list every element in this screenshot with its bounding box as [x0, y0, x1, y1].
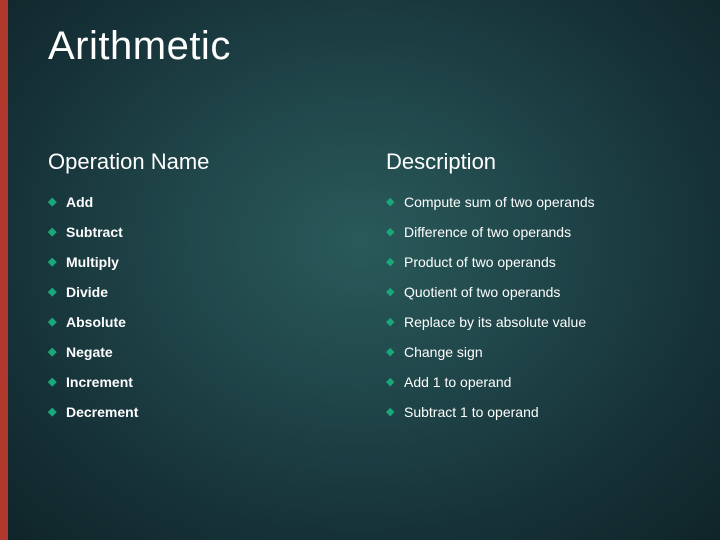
diamond-bullet-icon: ◆	[48, 373, 66, 392]
list-item-label: Subtract	[66, 223, 123, 242]
col-descriptions-header: Description	[386, 149, 684, 175]
list-item: ◆Divide	[48, 283, 346, 302]
list-item-label: Subtract 1 to operand	[404, 403, 539, 422]
list-item: ◆Add 1 to operand	[386, 373, 684, 392]
list-item: ◆Add	[48, 193, 346, 212]
list-item: ◆Subtract 1 to operand	[386, 403, 684, 422]
list-item: ◆Difference of two operands	[386, 223, 684, 242]
list-item-label: Add 1 to operand	[404, 373, 511, 392]
list-item-label: Change sign	[404, 343, 483, 362]
diamond-bullet-icon: ◆	[48, 343, 66, 362]
diamond-bullet-icon: ◆	[48, 193, 66, 212]
list-item: ◆Negate	[48, 343, 346, 362]
list-item-label: Compute sum of two operands	[404, 193, 595, 212]
operations-list: ◆Add ◆Subtract ◆Multiply ◆Divide ◆Absolu…	[48, 193, 346, 422]
diamond-bullet-icon: ◆	[386, 283, 404, 302]
columns: Operation Name ◆Add ◆Subtract ◆Multiply …	[48, 149, 684, 433]
list-item: ◆Compute sum of two operands	[386, 193, 684, 212]
list-item: ◆Change sign	[386, 343, 684, 362]
list-item-label: Increment	[66, 373, 133, 392]
diamond-bullet-icon: ◆	[386, 403, 404, 422]
diamond-bullet-icon: ◆	[48, 403, 66, 422]
descriptions-list: ◆Compute sum of two operands ◆Difference…	[386, 193, 684, 422]
slide-container: Arithmetic Operation Name ◆Add ◆Subtract…	[0, 0, 720, 457]
diamond-bullet-icon: ◆	[386, 193, 404, 212]
diamond-bullet-icon: ◆	[48, 253, 66, 272]
list-item: ◆Decrement	[48, 403, 346, 422]
diamond-bullet-icon: ◆	[386, 223, 404, 242]
list-item: ◆Subtract	[48, 223, 346, 242]
col-operations: Operation Name ◆Add ◆Subtract ◆Multiply …	[48, 149, 346, 433]
list-item-label: Absolute	[66, 313, 126, 332]
slide-title: Arithmetic	[48, 24, 684, 69]
list-item: ◆Multiply	[48, 253, 346, 272]
col-operations-header: Operation Name	[48, 149, 346, 175]
list-item-label: Negate	[66, 343, 113, 362]
diamond-bullet-icon: ◆	[48, 313, 66, 332]
diamond-bullet-icon: ◆	[386, 253, 404, 272]
list-item-label: Replace by its absolute value	[404, 313, 586, 332]
diamond-bullet-icon: ◆	[48, 223, 66, 242]
list-item: ◆Increment	[48, 373, 346, 392]
list-item: ◆Product of two operands	[386, 253, 684, 272]
diamond-bullet-icon: ◆	[386, 373, 404, 392]
list-item-label: Product of two operands	[404, 253, 556, 272]
list-item: ◆Replace by its absolute value	[386, 313, 684, 332]
accent-bar	[0, 0, 8, 540]
list-item-label: Quotient of two operands	[404, 283, 560, 302]
col-descriptions: Description ◆Compute sum of two operands…	[386, 149, 684, 433]
list-item-label: Difference of two operands	[404, 223, 571, 242]
list-item-label: Add	[66, 193, 93, 212]
list-item-label: Decrement	[66, 403, 138, 422]
diamond-bullet-icon: ◆	[386, 343, 404, 362]
list-item-label: Divide	[66, 283, 108, 302]
list-item: ◆Quotient of two operands	[386, 283, 684, 302]
list-item: ◆Absolute	[48, 313, 346, 332]
list-item-label: Multiply	[66, 253, 119, 272]
diamond-bullet-icon: ◆	[48, 283, 66, 302]
diamond-bullet-icon: ◆	[386, 313, 404, 332]
